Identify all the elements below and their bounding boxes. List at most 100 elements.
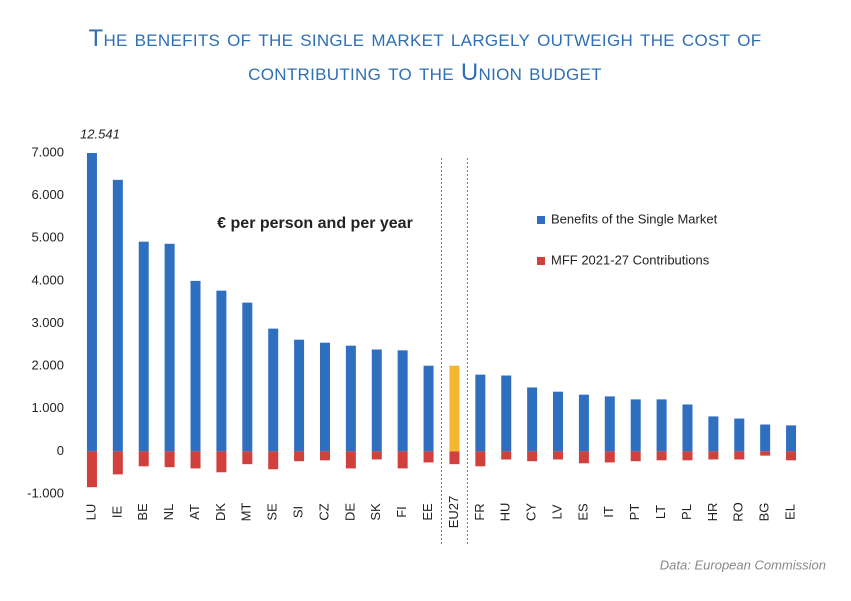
bar	[630, 451, 641, 462]
x-tick-label: EL	[782, 504, 797, 520]
x-tick-label: LU	[83, 504, 98, 521]
y-tick-label: 5.000	[31, 230, 64, 245]
bar	[216, 451, 227, 473]
bar	[268, 328, 279, 452]
bar	[760, 424, 771, 452]
legend-label: MFF 2021-27 Contributions	[551, 252, 710, 267]
bar	[345, 345, 356, 452]
source: Data: European Commission	[660, 557, 826, 572]
bar	[86, 153, 97, 452]
bar	[708, 416, 719, 452]
bar	[190, 451, 201, 469]
bar	[164, 243, 175, 452]
bar	[138, 451, 149, 467]
x-tick-label: IE	[109, 506, 124, 519]
y-tick-label: -1.000	[27, 485, 64, 500]
chart-title: The benefits of the single market largel…	[88, 25, 762, 86]
bar	[734, 451, 745, 460]
x-tick-label: DK	[213, 503, 228, 521]
bar	[371, 451, 382, 460]
x-tick-label: PT	[627, 504, 642, 521]
bar	[604, 396, 615, 452]
y-tick-label: 6.000	[31, 187, 64, 202]
x-tick-label: BE	[135, 503, 150, 521]
bar	[734, 418, 745, 452]
x-tick-label: RO	[731, 502, 746, 522]
bar	[294, 451, 305, 462]
bar	[397, 451, 408, 469]
bar	[319, 342, 330, 452]
x-tick-label: FR	[472, 503, 487, 520]
bar	[527, 451, 538, 462]
bar	[319, 451, 330, 461]
bar	[371, 349, 382, 452]
bar	[268, 451, 279, 470]
bar	[630, 399, 641, 452]
bar	[760, 451, 771, 456]
x-tick-label: MT	[239, 503, 254, 522]
bar	[112, 451, 123, 475]
legend-label: Benefits of the Single Market	[551, 211, 718, 226]
x-tick-label: CZ	[316, 503, 331, 520]
x-tick-label: LV	[549, 504, 564, 519]
x-tick-label: DE	[342, 503, 357, 521]
bar	[397, 350, 408, 452]
bar	[578, 394, 589, 452]
legend-swatch	[537, 216, 545, 224]
x-tick-label: EE	[420, 503, 435, 521]
bar	[86, 451, 97, 488]
bar	[423, 451, 434, 463]
y-tick-label: 4.000	[31, 272, 64, 287]
x-tick-label: CY	[524, 503, 539, 521]
bar	[501, 375, 512, 452]
bar	[786, 425, 797, 452]
x-tick-label: AT	[187, 504, 202, 520]
bar	[682, 451, 693, 461]
x-tick-label: PL	[679, 504, 694, 520]
y-tick-label: 7.000	[31, 144, 64, 159]
bar	[553, 451, 564, 460]
x-tick-label: SE	[265, 503, 280, 521]
x-tick-label: HU	[498, 503, 513, 522]
x-tick-label: SK	[368, 503, 383, 521]
bar	[216, 290, 227, 452]
bar	[112, 179, 123, 452]
bar	[553, 391, 564, 452]
y-tick-label: 3.000	[31, 315, 64, 330]
bar	[242, 302, 253, 452]
bar	[294, 339, 305, 452]
y-tick-label: 0	[57, 443, 64, 458]
bar	[527, 387, 538, 452]
bar	[242, 451, 253, 465]
bar	[656, 399, 667, 452]
bar	[475, 451, 486, 467]
x-tick-label: EU27	[446, 496, 461, 529]
bar	[449, 451, 460, 465]
x-tick-label: ES	[575, 503, 590, 521]
bar	[578, 451, 589, 464]
bar	[786, 451, 797, 461]
bar	[475, 374, 486, 452]
legend-swatch	[537, 257, 545, 265]
bar	[656, 451, 667, 461]
x-tick-label: FI	[394, 506, 409, 518]
bar	[604, 451, 615, 463]
x-tick-label: SI	[291, 506, 306, 518]
bar	[423, 365, 434, 452]
x-tick-label: IT	[601, 506, 616, 518]
bar	[708, 451, 719, 460]
bar	[682, 404, 693, 452]
y-tick-label: 2.000	[31, 358, 64, 373]
y-tick-label: 1.000	[31, 400, 64, 415]
bar	[138, 241, 149, 452]
bar	[345, 451, 356, 469]
subtitle: € per person and per year	[217, 215, 413, 232]
bar	[501, 451, 512, 460]
x-tick-label: BG	[757, 503, 772, 522]
x-tick-label: NL	[161, 504, 176, 521]
x-tick-label: HR	[705, 503, 720, 522]
value-label: 12.541	[80, 126, 120, 141]
bar	[449, 365, 460, 452]
